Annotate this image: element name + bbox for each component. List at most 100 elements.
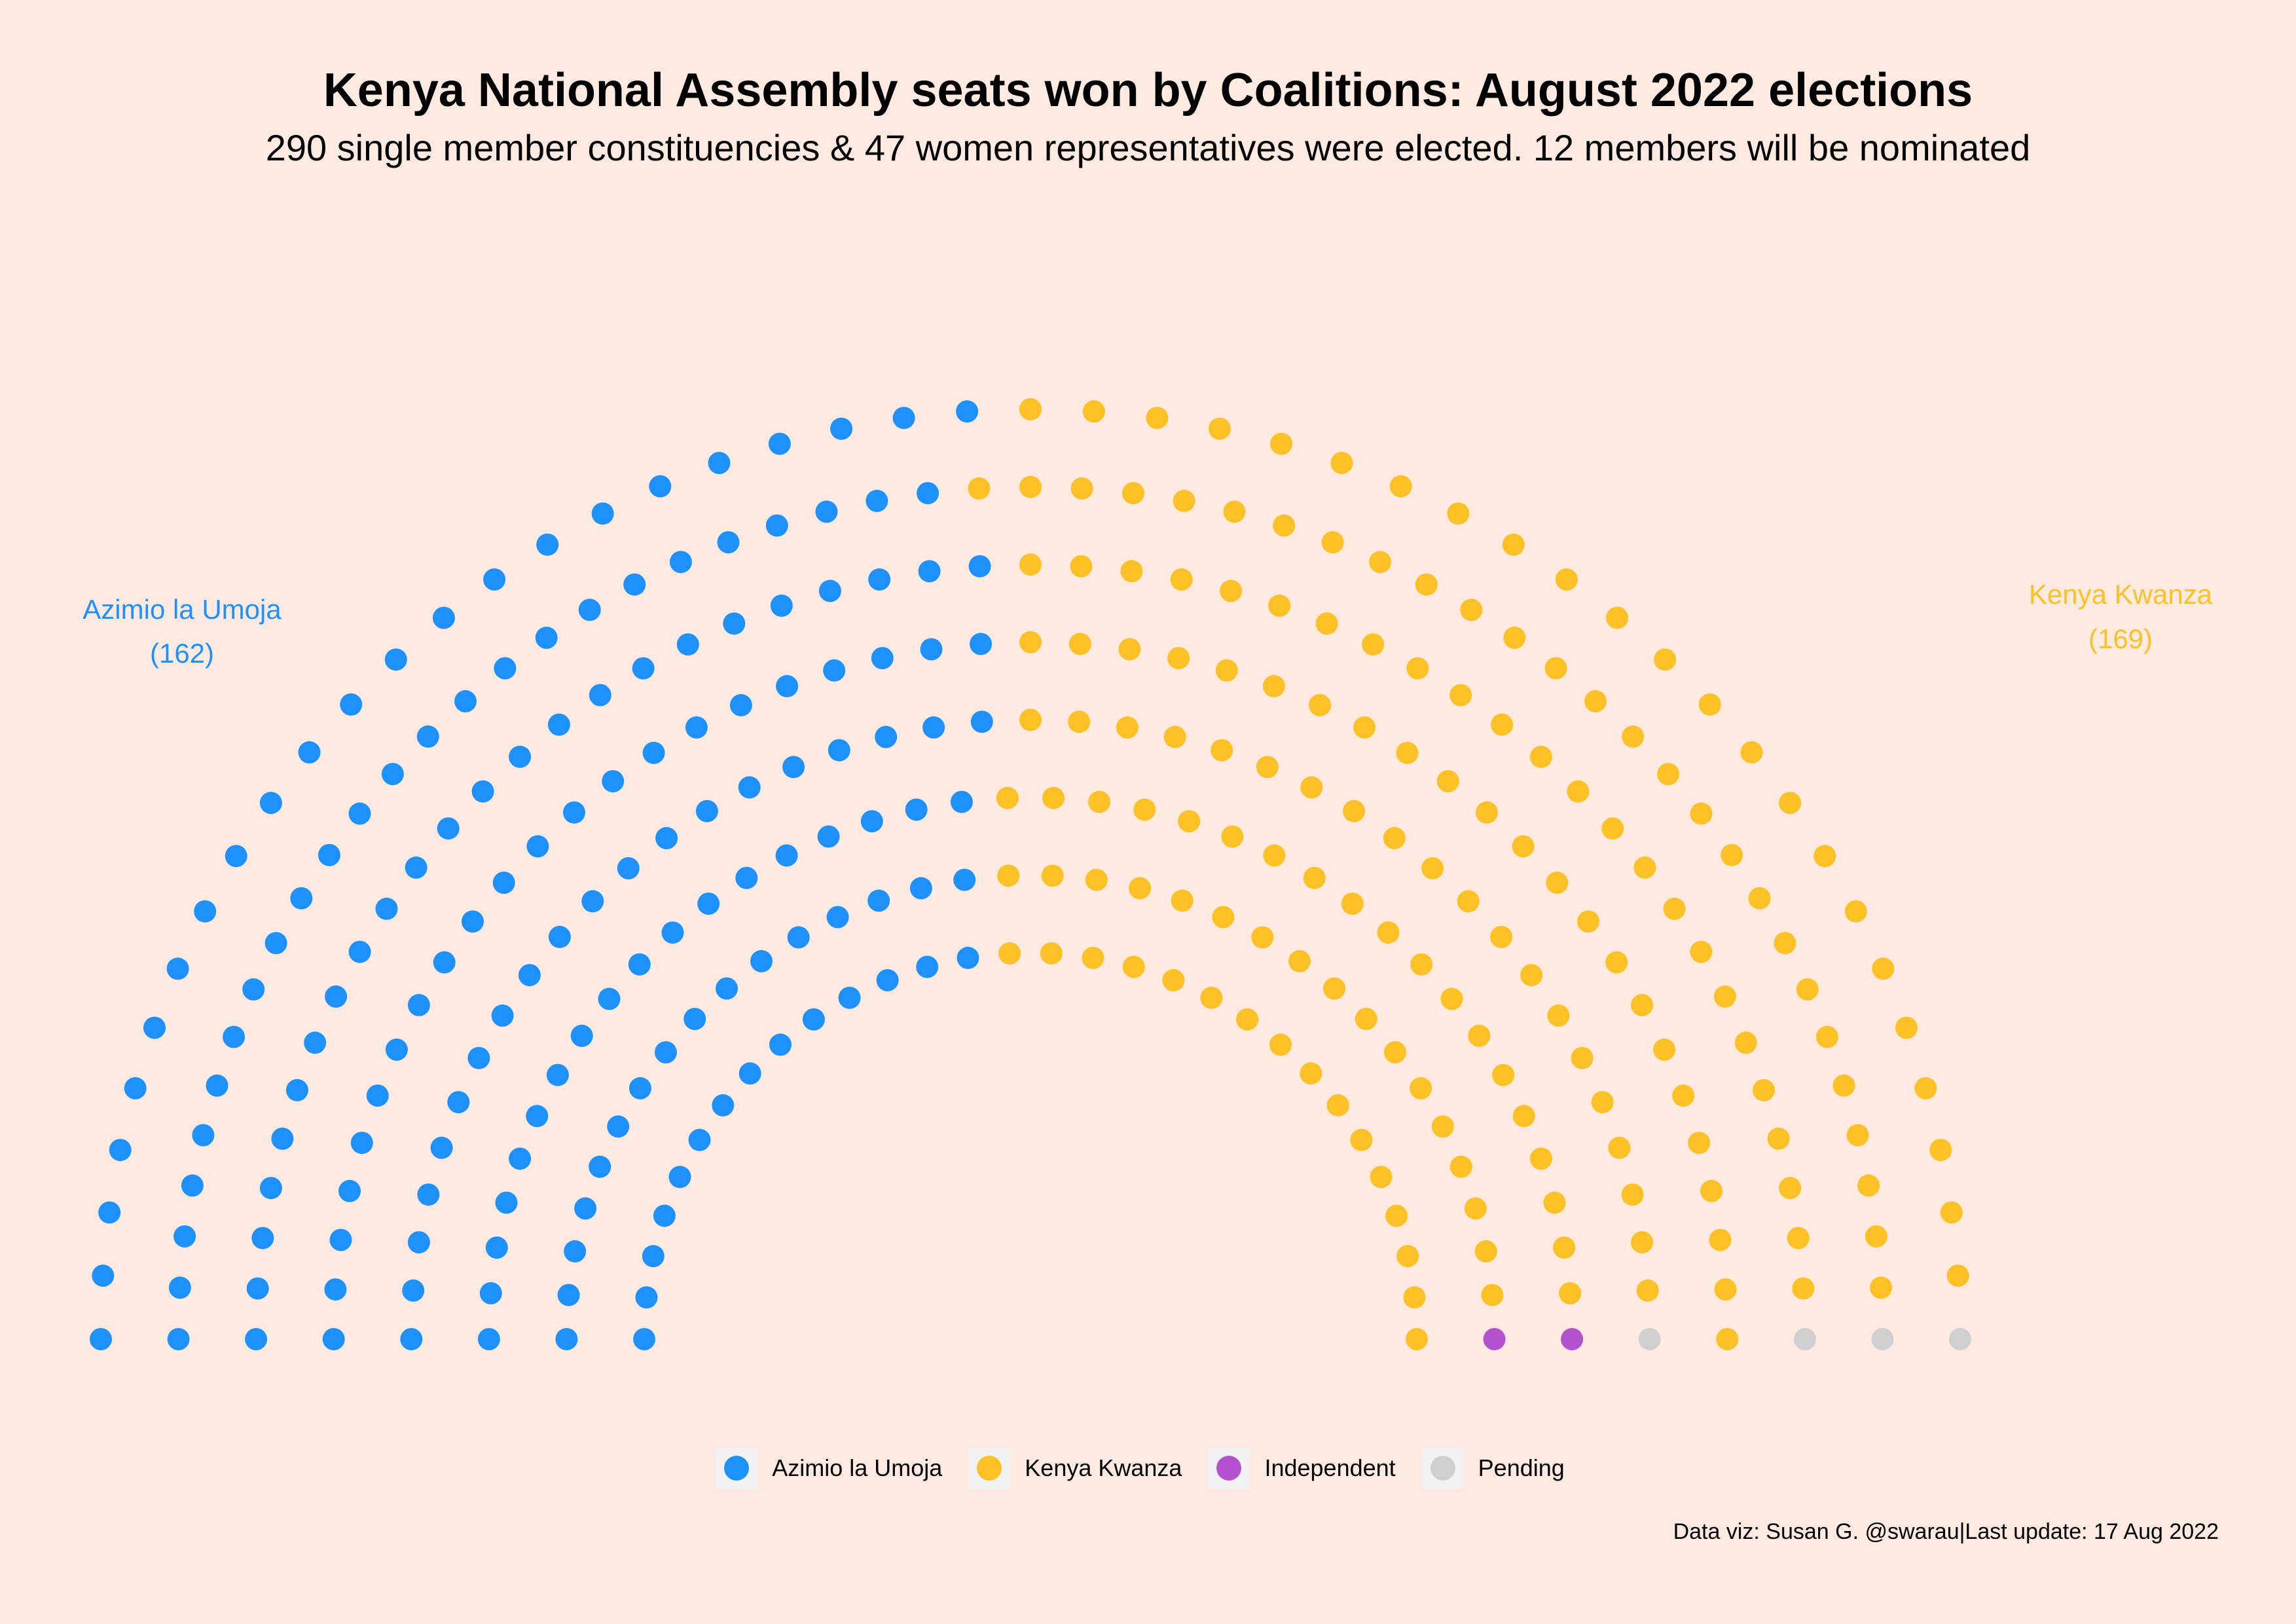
seat-kenya-kwanza	[1173, 489, 1195, 512]
seat-kenya-kwanza	[1512, 1105, 1535, 1128]
seat-azimio-la-umoja	[676, 633, 699, 656]
seat-kenya-kwanza	[1631, 1231, 1654, 1254]
seat-kenya-kwanza	[1946, 1264, 1969, 1287]
seat-kenya-kwanza	[1019, 631, 1042, 654]
legend-swatch-pending	[1430, 1456, 1455, 1481]
seat-azimio-la-umoja	[655, 826, 678, 849]
legend-label: Azimio la Umoja	[772, 1454, 943, 1481]
seat-azimio-la-umoja	[632, 657, 655, 680]
seat-azimio-la-umoja	[432, 606, 455, 629]
seat-azimio-la-umoja	[909, 877, 932, 900]
seat-kenya-kwanza	[1133, 798, 1156, 821]
seat-kenya-kwanza	[1384, 1041, 1406, 1063]
seat-kenya-kwanza	[1832, 1074, 1855, 1097]
seat-kenya-kwanza	[1403, 1286, 1426, 1309]
seat-kenya-kwanza	[997, 864, 1020, 887]
seat-azimio-la-umoja	[828, 739, 850, 762]
seat-azimio-la-umoja	[264, 932, 287, 955]
seat-azimio-la-umoja	[526, 1105, 549, 1128]
seat-azimio-la-umoja	[546, 1063, 569, 1086]
seat-kenya-kwanza	[1449, 684, 1472, 707]
seat-azimio-la-umoja	[285, 1079, 308, 1101]
seat-kenya-kwanza	[1546, 872, 1569, 894]
seat-azimio-la-umoja	[509, 1147, 532, 1170]
seat-kenya-kwanza	[1464, 1197, 1487, 1220]
seat-azimio-la-umoja	[366, 1084, 389, 1107]
seat-azimio-la-umoja	[642, 1245, 665, 1268]
seat-azimio-la-umoja	[167, 1328, 190, 1350]
seat-azimio-la-umoja	[717, 531, 740, 554]
seat-kenya-kwanza	[1273, 514, 1296, 537]
seat-azimio-la-umoja	[815, 500, 838, 523]
seat-kenya-kwanza	[1714, 1278, 1737, 1301]
seat-azimio-la-umoja	[548, 925, 571, 948]
seat-azimio-la-umoja	[712, 1094, 735, 1116]
seat-kenya-kwanza	[1396, 1245, 1419, 1268]
seat-kenya-kwanza	[1212, 906, 1235, 929]
seat-azimio-la-umoja	[918, 560, 941, 583]
seat-kenya-kwanza	[1929, 1139, 1952, 1162]
seat-azimio-la-umoja	[90, 1328, 112, 1350]
seat-azimio-la-umoja	[181, 1174, 204, 1197]
seat-azimio-la-umoja	[350, 1132, 373, 1154]
seat-kenya-kwanza	[1377, 921, 1400, 944]
seat-kenya-kwanza	[1256, 756, 1279, 779]
seat-kenya-kwanza	[1122, 955, 1145, 978]
seat-kenya-kwanza	[1529, 1147, 1552, 1170]
seat-azimio-la-umoja	[826, 906, 849, 929]
seat-kenya-kwanza	[1476, 801, 1498, 824]
seat-azimio-la-umoja	[578, 599, 601, 621]
seat-azimio-la-umoja	[483, 568, 506, 591]
seat-kenya-kwanza	[1200, 986, 1223, 1009]
seat-kenya-kwanza	[1208, 417, 1231, 440]
seat-azimio-la-umoja	[916, 955, 939, 978]
seat-pending	[1871, 1328, 1894, 1350]
seat-kenya-kwanza	[1082, 400, 1105, 423]
seat-kenya-kwanza	[1220, 580, 1243, 602]
seat-independent	[1483, 1328, 1506, 1350]
seat-kenya-kwanza	[1116, 716, 1139, 739]
seat-kenya-kwanza	[1369, 551, 1392, 574]
seat-kenya-kwanza	[1410, 1077, 1432, 1099]
seat-kenya-kwanza	[1370, 1166, 1393, 1189]
seat-kenya-kwanza	[968, 477, 991, 500]
seat-azimio-la-umoja	[649, 475, 672, 498]
seat-kenya-kwanza	[1713, 985, 1736, 1008]
seat-azimio-la-umoja	[661, 921, 684, 944]
seat-kenya-kwanza	[1085, 868, 1108, 891]
seat-kenya-kwanza	[1584, 690, 1607, 712]
seat-azimio-la-umoja	[685, 716, 708, 739]
seat-kenya-kwanza	[1606, 606, 1629, 629]
seat-kenya-kwanza	[1431, 1115, 1454, 1138]
seat-azimio-la-umoja	[669, 551, 692, 574]
seat-azimio-la-umoja	[867, 889, 890, 912]
seat-kenya-kwanza	[1121, 482, 1144, 505]
seat-kenya-kwanza	[1547, 1004, 1570, 1027]
seat-azimio-la-umoja	[688, 1128, 711, 1151]
seat-kenya-kwanza	[1605, 951, 1628, 974]
seat-kenya-kwanza	[1653, 1038, 1676, 1061]
seat-kenya-kwanza	[1815, 1025, 1838, 1048]
seat-azimio-la-umoja	[259, 792, 282, 815]
seat-kenya-kwanza	[1544, 657, 1567, 680]
legend: Azimio la Umoja Kenya Kwanza Independent…	[0, 1447, 2296, 1489]
seat-azimio-la-umoja	[570, 1024, 593, 1047]
seat-azimio-la-umoja	[723, 612, 746, 635]
seat-azimio-la-umoja	[738, 776, 761, 799]
seat-kenya-kwanza	[1300, 776, 1323, 799]
legend-label: Pending	[1478, 1454, 1565, 1481]
seat-kenya-kwanza	[1844, 900, 1867, 923]
seat-kenya-kwanza	[1171, 889, 1194, 912]
seat-kenya-kwanza	[1622, 725, 1645, 748]
seat-azimio-la-umoja	[381, 763, 404, 785]
seat-azimio-la-umoja	[557, 1283, 580, 1306]
seat-kenya-kwanza	[1721, 843, 1743, 866]
seat-kenya-kwanza	[1636, 1279, 1659, 1302]
seat-azimio-la-umoja	[956, 400, 979, 423]
seat-azimio-la-umoja	[581, 890, 604, 913]
seat-kenya-kwanza	[1591, 1091, 1614, 1114]
seat-kenya-kwanza	[1895, 1016, 1918, 1039]
seat-azimio-la-umoja	[635, 1286, 658, 1309]
seat-azimio-la-umoja	[668, 1166, 691, 1189]
seat-kenya-kwanza	[1774, 932, 1796, 955]
